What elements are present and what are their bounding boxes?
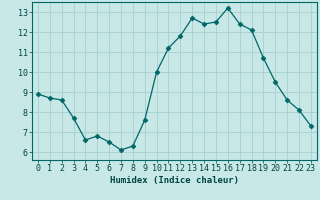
X-axis label: Humidex (Indice chaleur): Humidex (Indice chaleur) <box>110 176 239 185</box>
